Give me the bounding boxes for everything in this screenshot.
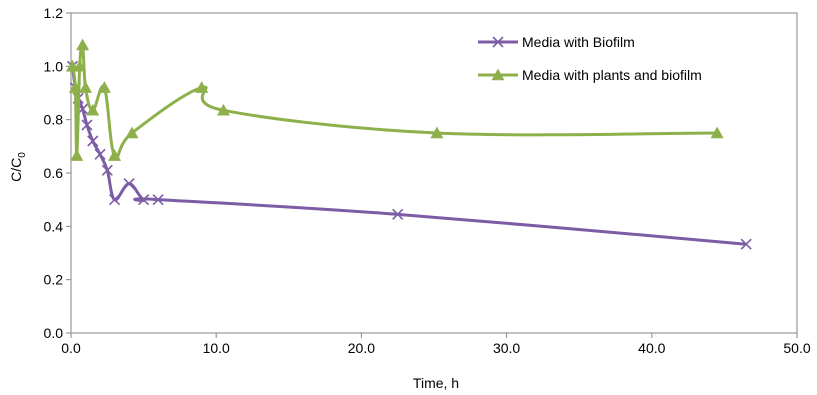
- y-tick-label: 1.0: [44, 58, 64, 74]
- legend: Media with Biofilm Media with plants and …: [478, 34, 702, 83]
- data-point-triangle-marker: [108, 149, 122, 161]
- y-tick-label: 0.2: [44, 272, 64, 288]
- plot-area-border: [70, 12, 798, 334]
- y-tick-label: 0.4: [44, 218, 64, 234]
- data-point-triangle-marker: [70, 149, 84, 161]
- plot-frame: [70, 12, 798, 334]
- y-tick-label: 0.8: [44, 112, 64, 128]
- data-point-triangle-marker: [710, 126, 724, 139]
- data-point-triangle-marker: [79, 81, 93, 93]
- legend-triangle-marker: [491, 68, 505, 81]
- y-tick-label: 1.2: [44, 5, 64, 21]
- data-point-x-marker: [740, 238, 752, 250]
- legend-label: Media with plants and biofilm: [522, 67, 702, 83]
- data-point-triangle-marker: [125, 126, 139, 139]
- data-point-x-marker: [94, 148, 106, 160]
- x-tick-label: 0.0: [61, 340, 81, 356]
- x-tick-label: 30.0: [493, 340, 520, 356]
- y-axis-title-subscript: 0: [17, 152, 28, 158]
- y-axis-title-main: C/C: [8, 158, 24, 182]
- series-line: [70, 66, 747, 246]
- x-tick-label: 10.0: [203, 340, 230, 356]
- data-point-triangle-marker: [73, 59, 87, 72]
- x-axis-title: Time, h: [413, 375, 459, 391]
- y-tick-label: 0.6: [44, 165, 64, 181]
- data-point-triangle-marker: [68, 81, 82, 93]
- x-axis: 0.0 10.0 20.0 30.0 40.0 50.0: [61, 333, 811, 356]
- x-tick-label: 40.0: [638, 340, 665, 356]
- legend-x-marker: [492, 36, 504, 48]
- data-point-triangle-marker: [216, 103, 230, 116]
- data-point-x-marker: [108, 194, 121, 206]
- data-point-triangle-marker: [195, 81, 209, 93]
- data-point-x-marker: [392, 208, 404, 220]
- data-point-x-marker: [138, 194, 150, 206]
- y-axis-title: C/C0: [8, 152, 28, 182]
- data-point-x-marker: [87, 135, 99, 147]
- x-tick-label: 50.0: [783, 340, 810, 356]
- series-line: [70, 42, 718, 160]
- data-point-triangle-marker: [86, 103, 100, 116]
- y-axis: 0.0 0.2 0.4 0.6 0.8 1.0 1.2: [44, 5, 71, 341]
- y-tick-label: 0.0: [44, 325, 64, 341]
- data-point-triangle-marker: [97, 81, 111, 93]
- data-point-x-marker: [123, 178, 135, 190]
- data-point-triangle-marker: [76, 38, 90, 51]
- data-point-x-marker: [81, 119, 93, 131]
- data-point-x-marker: [152, 194, 164, 206]
- series-1: [66, 60, 752, 250]
- legend-label: Media with Biofilm: [522, 34, 635, 50]
- data-point-x-marker: [101, 164, 113, 176]
- x-tick-label: 20.0: [348, 340, 375, 356]
- legend-entry-1: Media with Biofilm: [478, 34, 635, 50]
- data-point-triangle-marker: [430, 126, 444, 139]
- series-2: [65, 38, 724, 161]
- legend-entry-2: Media with plants and biofilm: [478, 67, 702, 83]
- series-layer: [65, 38, 752, 250]
